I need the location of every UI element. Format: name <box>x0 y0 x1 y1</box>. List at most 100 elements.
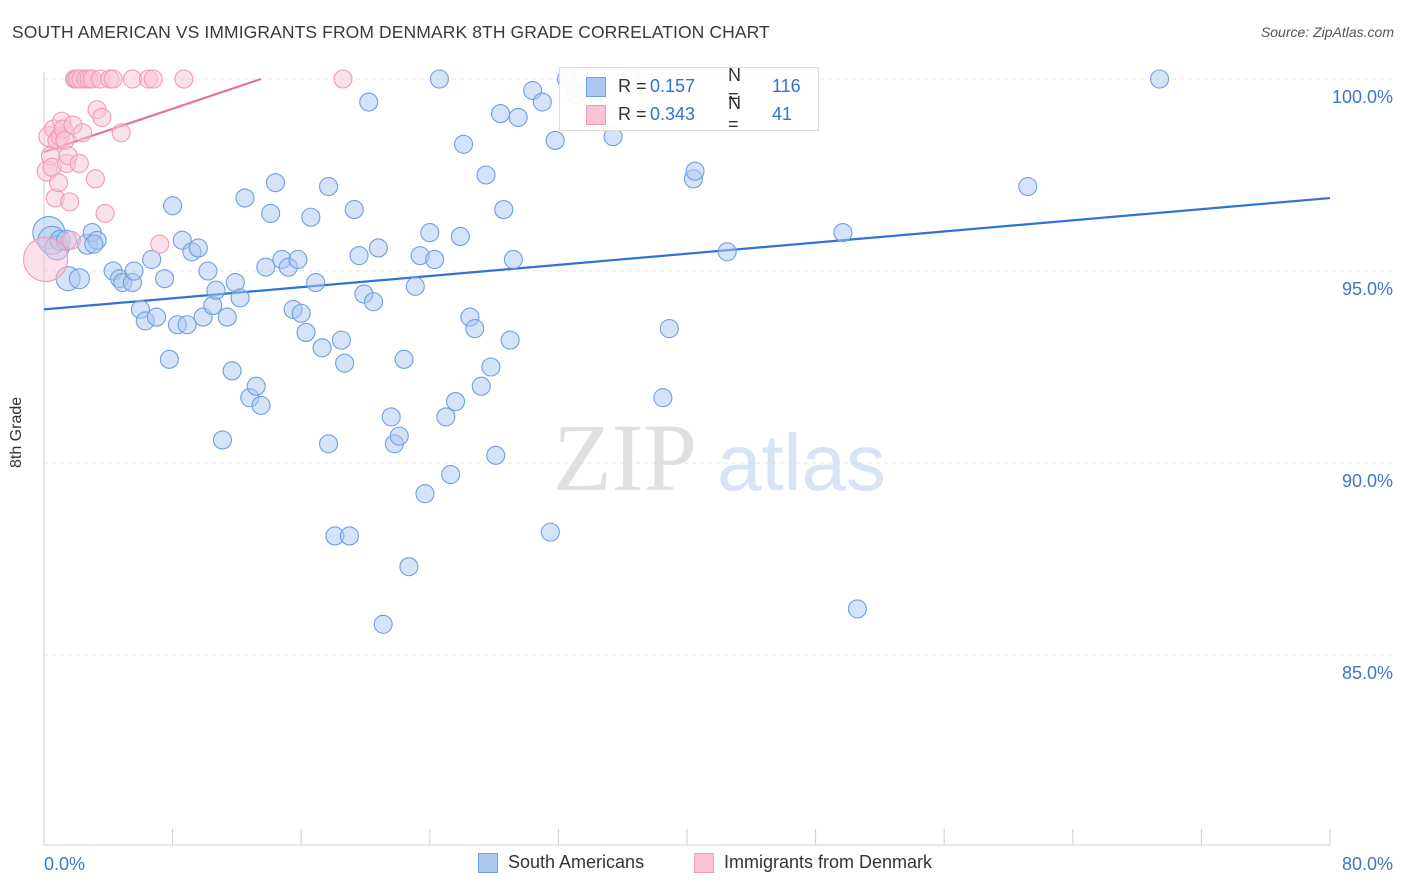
south-americans-point <box>454 134 474 154</box>
south-americans-point <box>124 261 144 281</box>
denmark-point <box>23 236 69 283</box>
south-americans-point <box>1018 176 1038 197</box>
south-americans-point <box>508 107 528 127</box>
south-americans-point <box>500 330 520 350</box>
south-americans-point <box>486 445 506 465</box>
denmark-point <box>150 234 170 254</box>
south-americans-point <box>331 330 351 350</box>
south-americans-point <box>288 249 308 270</box>
south-americans-point <box>198 261 218 281</box>
south-americans-point <box>159 349 179 369</box>
data-points <box>23 69 1170 634</box>
y-tick-label: 100.0% <box>1332 87 1393 107</box>
south-americans-point <box>429 69 449 89</box>
gridlines <box>44 78 1392 656</box>
south-americans-point <box>68 268 90 290</box>
south-americans-point <box>394 349 414 369</box>
source-label: Source: ZipAtlas.com <box>1260 24 1394 40</box>
south-americans-point <box>717 242 737 262</box>
south-americans-point <box>306 272 326 293</box>
south-americans-point <box>436 407 456 427</box>
denmark-point <box>111 123 131 143</box>
south-americans-point <box>399 557 419 577</box>
denmark-point <box>92 107 112 127</box>
south-americans-point <box>344 200 364 220</box>
south-americans-point <box>445 392 466 412</box>
south-americans-point <box>368 238 388 258</box>
denmark-point <box>333 69 353 89</box>
south-americans-point <box>532 92 552 112</box>
south-americans-point <box>246 376 266 396</box>
denmark-point <box>85 169 105 189</box>
south-americans-point <box>349 246 369 266</box>
south-americans-point <box>471 376 491 396</box>
denmark-point <box>61 230 81 250</box>
denmark-point <box>60 192 80 212</box>
y-tick-label: 85.0% <box>1342 663 1393 683</box>
n-label: N = <box>728 65 741 106</box>
denmark-swatch <box>694 852 714 873</box>
denmark-trend-line <box>43 77 262 154</box>
series-legend: South Americans Immigrants from Denmark <box>0 852 1406 878</box>
denmark-point <box>73 123 93 143</box>
n-value: 116 <box>772 75 801 96</box>
south-americans-point <box>659 319 679 339</box>
south-americans-point <box>84 234 104 254</box>
denmark-point <box>103 69 123 89</box>
south-americans-point <box>363 292 384 312</box>
south-americans-point <box>296 322 316 342</box>
south-americans-point <box>373 614 393 634</box>
south-americans-point <box>339 526 359 546</box>
south-americans-point <box>381 407 401 427</box>
south-americans-point <box>188 238 208 258</box>
legend-item-denmark: Immigrants from Denmark <box>694 852 932 873</box>
south-americans-point <box>212 430 232 450</box>
south-americans-point <box>256 257 276 277</box>
legend-item-south-americans: South Americans <box>478 852 644 873</box>
denmark-point <box>122 69 142 89</box>
south-americans-swatch <box>586 77 606 97</box>
r-label: R = <box>618 103 647 124</box>
stats-legend: R = 0.157 N = 116 R = 0.343 N = 41 <box>559 65 819 134</box>
south-americans-point <box>405 276 425 296</box>
south-americans-point <box>685 161 705 181</box>
south-americans-point <box>217 307 237 327</box>
south-americans-point <box>146 307 167 327</box>
south-americans-point <box>230 288 250 308</box>
denmark-point <box>95 203 115 223</box>
y-tick-label: 95.0% <box>1342 279 1393 299</box>
r-value: 0.343 <box>650 103 696 124</box>
y-tick-label: 90.0% <box>1342 471 1393 491</box>
south-americans-point <box>318 434 339 454</box>
south-americans-point <box>490 104 511 124</box>
south-americans-point <box>235 188 255 208</box>
south-americans-point <box>335 353 355 373</box>
n-value: 41 <box>772 103 793 124</box>
south-americans-point <box>503 249 523 270</box>
legend-label: Immigrants from Denmark <box>724 852 933 872</box>
south-americans-point <box>312 338 332 358</box>
south-americans-swatch <box>478 852 498 873</box>
south-americans-point <box>206 280 226 300</box>
chart-title: SOUTH AMERICAN VS IMMIGRANTS FROM DENMAR… <box>12 22 770 42</box>
denmark-point <box>143 69 163 89</box>
south-americans-point <box>261 203 281 223</box>
denmark-point <box>69 153 89 174</box>
south-americans-point <box>833 223 853 243</box>
south-americans-point <box>318 176 339 197</box>
south-americans-point <box>1150 69 1170 89</box>
south-americans-point <box>465 319 485 339</box>
south-americans-point <box>441 464 461 485</box>
south-americans-point <box>142 249 162 270</box>
denmark-point <box>48 173 69 193</box>
x-tick-label: 0.0% <box>44 854 85 874</box>
denmark-point <box>174 69 194 89</box>
south-americans-point <box>476 165 496 185</box>
south-americans-trend-line <box>43 196 1331 311</box>
south-americans-point <box>420 223 440 243</box>
axes <box>43 72 1331 846</box>
watermark: ZIP atlas <box>553 404 886 511</box>
south-americans-point <box>222 361 242 381</box>
south-americans-point <box>481 357 501 377</box>
